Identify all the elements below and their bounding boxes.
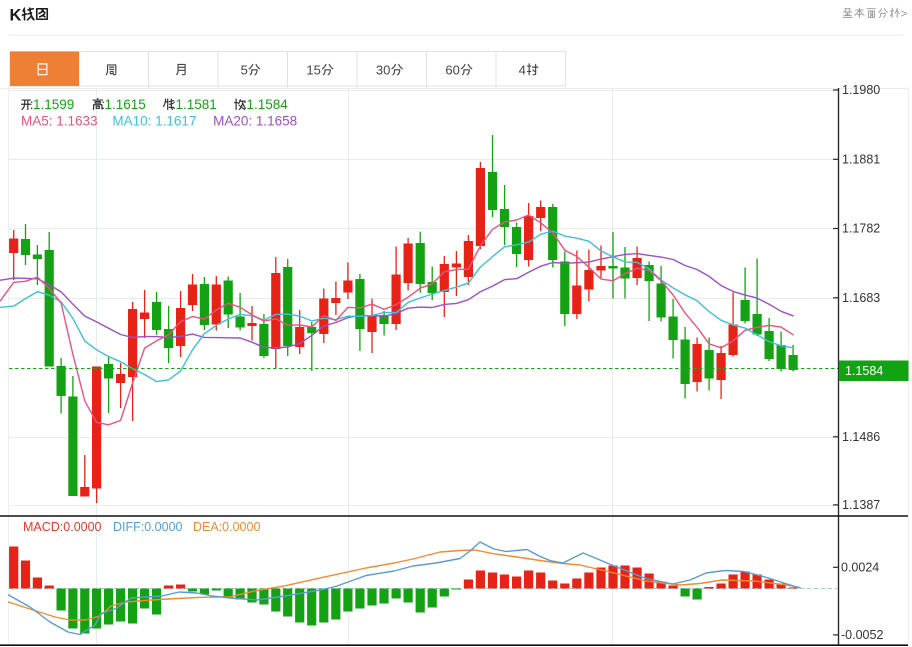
svg-text:1.1615: 1.1615 [105,97,146,112]
svg-text:0.0024: 0.0024 [841,561,879,575]
svg-text:1.1599: 1.1599 [33,97,74,112]
svg-text:>: > [901,9,908,21]
svg-text:DEA:0.0000: DEA:0.0000 [193,520,260,534]
svg-text::: : [172,97,176,112]
svg-text:1.1881: 1.1881 [842,153,880,167]
svg-text:4: 4 [519,63,526,78]
svg-text:K: K [10,7,22,25]
svg-text:1.1581: 1.1581 [176,97,217,112]
svg-text::: : [101,97,105,112]
svg-text:60: 60 [445,63,459,78]
svg-text:1.1387: 1.1387 [842,498,880,512]
svg-text:1.1683: 1.1683 [842,291,880,305]
svg-text:15: 15 [306,63,320,78]
svg-text:30: 30 [376,63,390,78]
svg-text:MA10: 1.1617: MA10: 1.1617 [112,114,196,129]
svg-text::: : [243,97,247,112]
svg-text:DIFF:0.0000: DIFF:0.0000 [113,520,183,534]
svg-text:MA5: 1.1633: MA5: 1.1633 [21,114,98,129]
svg-text:1.1584: 1.1584 [845,364,883,378]
svg-text:1.1486: 1.1486 [842,430,880,444]
svg-text:-0.0052: -0.0052 [841,628,883,642]
svg-text:1.1782: 1.1782 [842,222,880,236]
svg-text::: : [30,97,34,112]
svg-text:5: 5 [241,63,248,78]
svg-text:MA20: 1.1658: MA20: 1.1658 [213,114,297,129]
svg-text:1.1980: 1.1980 [842,83,880,97]
svg-text:MACD:0.0000: MACD:0.0000 [23,520,102,534]
svg-text:1.1584: 1.1584 [247,97,289,112]
